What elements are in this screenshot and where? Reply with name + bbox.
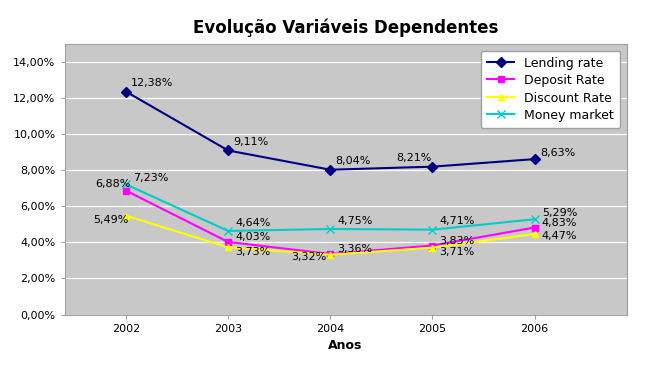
Deposit Rate	[326, 252, 334, 256]
Discount Rate	[531, 232, 539, 236]
Line: Deposit Rate: Deposit Rate	[123, 187, 538, 258]
Text: 8,04%: 8,04%	[335, 156, 371, 166]
Lending rate	[428, 164, 436, 169]
Discount Rate	[428, 245, 436, 250]
Text: 4,47%: 4,47%	[542, 231, 578, 241]
Discount Rate	[224, 245, 232, 249]
Lending rate	[224, 148, 232, 153]
Money market	[531, 217, 539, 222]
Lending rate	[531, 157, 539, 161]
Text: 3,71%: 3,71%	[440, 247, 475, 257]
Text: 8,21%: 8,21%	[397, 153, 432, 163]
Deposit Rate	[122, 188, 130, 193]
Text: 5,29%: 5,29%	[542, 208, 577, 218]
Legend: Lending rate, Deposit Rate, Discount Rate, Money market: Lending rate, Deposit Rate, Discount Rat…	[481, 51, 620, 128]
Deposit Rate	[531, 225, 539, 230]
Text: 6,88%: 6,88%	[95, 179, 130, 189]
Text: 4,83%: 4,83%	[542, 218, 577, 228]
Money market	[224, 229, 232, 233]
Text: 3,32%: 3,32%	[291, 252, 327, 262]
Text: 3,36%: 3,36%	[337, 244, 373, 254]
Text: 4,03%: 4,03%	[235, 232, 271, 242]
Deposit Rate	[428, 243, 436, 248]
Discount Rate	[122, 213, 130, 218]
Text: 4,75%: 4,75%	[337, 216, 373, 226]
Lending rate	[122, 90, 130, 94]
Text: 7,23%: 7,23%	[133, 173, 169, 183]
Title: Evolução Variáveis Dependentes: Evolução Variáveis Dependentes	[193, 19, 498, 37]
Text: 12,38%: 12,38%	[131, 78, 173, 88]
Text: 3,83%: 3,83%	[440, 236, 475, 246]
Money market	[122, 182, 130, 186]
Text: 5,49%: 5,49%	[93, 215, 129, 225]
Text: 4,71%: 4,71%	[440, 216, 475, 226]
Text: 4,64%: 4,64%	[235, 218, 271, 228]
Lending rate	[326, 168, 334, 172]
Line: Money market: Money market	[121, 180, 539, 235]
Line: Lending rate: Lending rate	[123, 88, 538, 173]
Money market	[428, 228, 436, 232]
Deposit Rate	[224, 240, 232, 244]
Line: Discount Rate: Discount Rate	[123, 212, 538, 258]
Text: 9,11%: 9,11%	[233, 137, 269, 147]
Discount Rate	[326, 252, 334, 257]
Text: 3,73%: 3,73%	[235, 246, 271, 256]
Money market	[326, 227, 334, 231]
X-axis label: Anos: Anos	[328, 339, 363, 352]
Text: 8,63%: 8,63%	[540, 148, 575, 158]
